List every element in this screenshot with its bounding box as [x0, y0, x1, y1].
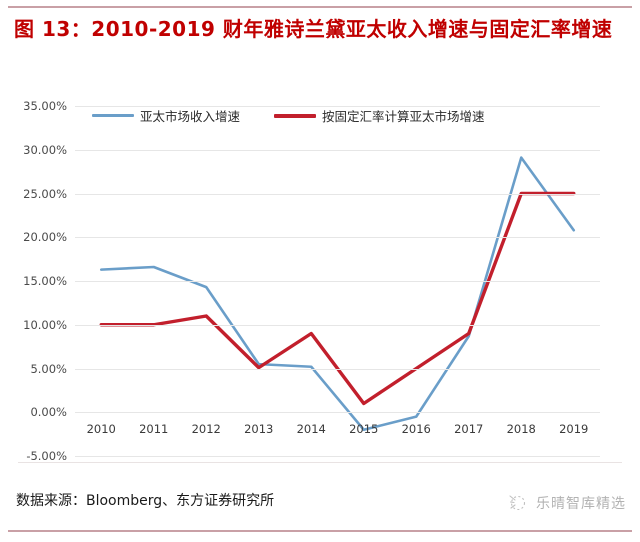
gridline	[75, 149, 600, 151]
gridline	[75, 456, 600, 457]
bottom-divider	[8, 530, 632, 532]
source-note: 数据来源：Bloomberg、东方证券研究所	[16, 493, 275, 509]
x-axis-tick-label: 2016	[401, 422, 431, 437]
chart-figure: 亚太市场收入增速 按固定汇率计算亚太市场增速 -5.00% 0.00% 5.00% 1…	[0, 88, 640, 470]
gridline	[75, 193, 600, 195]
legend-label-series-0: 亚太市场收入增速	[140, 109, 241, 124]
y-axis-tick-label: 25.00%	[23, 186, 67, 201]
x-axis-tick-label: 2013	[244, 422, 274, 437]
chart-legend: 亚太市场收入增速 按固定汇率计算亚太市场增速	[92, 106, 485, 125]
x-axis-tick-label: 2015	[349, 422, 379, 437]
legend-item-series-1: 按固定汇率计算亚太市场增速	[274, 106, 485, 125]
legend-swatch-icon-red	[274, 113, 317, 118]
gridline	[75, 368, 600, 370]
y-axis-tick-label: 35.00%	[23, 99, 67, 113]
y-axis-tick-label: 10.00%	[23, 317, 67, 332]
legend-item-series-0: 亚太市场收入增速	[92, 106, 240, 125]
y-axis-tick-label: 30.00%	[23, 142, 67, 157]
series-line-0	[99, 156, 576, 432]
sparkle-icon	[509, 495, 526, 511]
top-divider	[8, 6, 632, 8]
chart-bottom-divider	[18, 462, 622, 463]
x-axis-tick-label: 2019	[559, 422, 589, 437]
plot-area: -5.00% 0.00% 5.00% 10.00% 15.00% 20.00% 25.00%…	[23, 99, 600, 463]
y-axis-tick-label: 15.00%	[23, 274, 67, 288]
legend-swatch-icon-blue	[92, 114, 134, 117]
y-axis-tick-label: 0.00%	[30, 405, 67, 420]
x-axis-tick-label: 2011	[139, 422, 169, 437]
legend-label-series-1: 按固定汇率计算亚太市场增速	[322, 109, 485, 124]
gridline	[75, 106, 600, 107]
y-axis-tick-label: 20.00%	[23, 230, 67, 245]
x-axis-tick-label: 2014	[296, 422, 326, 437]
x-axis-tick-label: 2010	[86, 422, 116, 437]
x-axis-tick-label: 2017	[454, 422, 484, 437]
y-axis-tick-label: 5.00%	[30, 361, 67, 376]
x-axis-tick-label: 2012	[191, 422, 221, 437]
x-axis-tick-label: 2018	[506, 422, 536, 437]
y-axis-tick-label: -5.00%	[26, 449, 67, 463]
page-title: 图 13：2010-2019 财年雅诗兰黛亚太收入增速与固定汇率增速	[14, 17, 613, 41]
gridline	[75, 412, 600, 414]
gridline	[75, 281, 600, 282]
series-line-1	[99, 191, 576, 406]
watermark: 乐晴智库精选	[507, 492, 626, 514]
watermark-text: 乐晴智库精选	[536, 496, 626, 512]
gridline	[75, 324, 600, 326]
gridline	[75, 237, 600, 239]
